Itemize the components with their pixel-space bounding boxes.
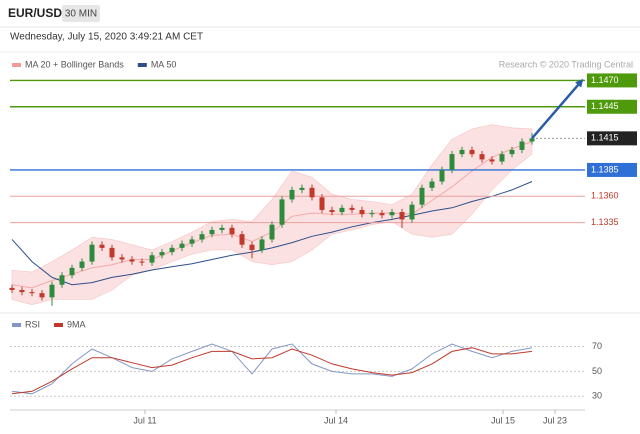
candle-body: [49, 284, 55, 298]
candle-body: [419, 187, 425, 205]
series-line: [11, 343, 533, 395]
projection-arrow: [531, 78, 584, 140]
level-label: 1.1360: [591, 191, 619, 201]
interval-box: [62, 5, 100, 22]
candle-body: [319, 197, 325, 210]
candle-body: [309, 187, 315, 198]
candle-body: [249, 244, 255, 250]
level-label-box: [587, 131, 637, 146]
candle-body: [339, 207, 345, 213]
legend-label: RSI: [25, 319, 40, 329]
candle-body: [529, 138, 535, 142]
candle-body: [469, 149, 475, 155]
candle-body: [89, 244, 95, 262]
series-line: [11, 181, 533, 286]
candle-body: [449, 154, 455, 170]
candle-body: [439, 169, 445, 182]
candle-body: [279, 199, 285, 225]
candle-body: [189, 239, 195, 244]
candle-body: [509, 149, 515, 155]
candle-body: [429, 181, 435, 188]
level-label-box: [587, 99, 637, 114]
candle-body: [359, 209, 365, 215]
candle-body: [369, 213, 375, 215]
candle-body: [19, 289, 25, 293]
candle-body: [179, 243, 185, 248]
series-line: [11, 347, 533, 395]
candle-body: [299, 187, 305, 190]
interval: 30 MIN: [65, 9, 97, 20]
candle-body: [389, 212, 395, 216]
symbol: EUR/USD: [8, 6, 62, 20]
y-tick-label: 70: [592, 341, 602, 351]
candle-body: [69, 267, 75, 276]
legend-swatch: [54, 323, 64, 327]
candle-body: [119, 257, 125, 260]
candle-body: [269, 224, 275, 240]
candle-body: [459, 149, 465, 155]
x-tick-label: Jul 11: [133, 415, 156, 425]
candle-body: [479, 154, 485, 160]
level-label-box: [587, 73, 637, 88]
level-label: 1.1385: [591, 164, 619, 174]
candle-body: [259, 239, 265, 250]
level-label: 1.1470: [591, 75, 619, 85]
level-label-box: [587, 162, 637, 177]
x-tick-label: Jul 14: [324, 415, 348, 425]
candle-body: [409, 204, 415, 220]
legend-swatch: [12, 63, 21, 67]
candle-body: [329, 209, 335, 213]
y-tick-label: 30: [592, 391, 602, 401]
candle-body: [229, 227, 235, 235]
candle-body: [129, 259, 135, 262]
candle-body: [399, 212, 405, 220]
candle-body: [239, 234, 245, 245]
candle-body: [149, 255, 155, 263]
x-tick-label: Jul 23: [543, 415, 567, 425]
candle-body: [79, 261, 85, 268]
candle-body: [289, 189, 295, 200]
candle-body: [159, 252, 165, 256]
source: Research © 2020 Trading Central: [499, 59, 633, 69]
candle-body: [199, 234, 205, 240]
candle-body: [9, 287, 15, 290]
candle-body: [379, 213, 385, 216]
level-label: 1.1335: [591, 217, 619, 227]
candle-body: [219, 227, 225, 230]
legend-label: MA 50: [151, 59, 177, 69]
candle-body: [499, 154, 505, 162]
candle-body: [139, 261, 145, 263]
legend-swatch: [137, 63, 147, 67]
candle-body: [169, 247, 175, 253]
candle-body: [519, 141, 525, 150]
legend-swatch: [12, 323, 21, 327]
candle-body: [489, 159, 495, 162]
legend-label: MA 20 + Bollinger Bands: [25, 59, 124, 69]
candle-body: [39, 293, 45, 298]
candle-body: [109, 247, 115, 258]
level-label: 1.1445: [591, 101, 619, 111]
y-tick-label: 50: [592, 366, 602, 376]
timestamp: Wednesday, July 15, 2020 3:49:21 AM CET: [10, 32, 203, 43]
candle-body: [29, 292, 35, 294]
candle-body: [209, 229, 215, 235]
candle-body: [349, 207, 355, 210]
candle-body: [59, 275, 65, 285]
x-tick-label: Jul 15: [491, 415, 515, 425]
legend-label: 9MA: [67, 319, 86, 329]
level-label: 1.1415: [591, 133, 619, 143]
candle-body: [99, 244, 105, 248]
